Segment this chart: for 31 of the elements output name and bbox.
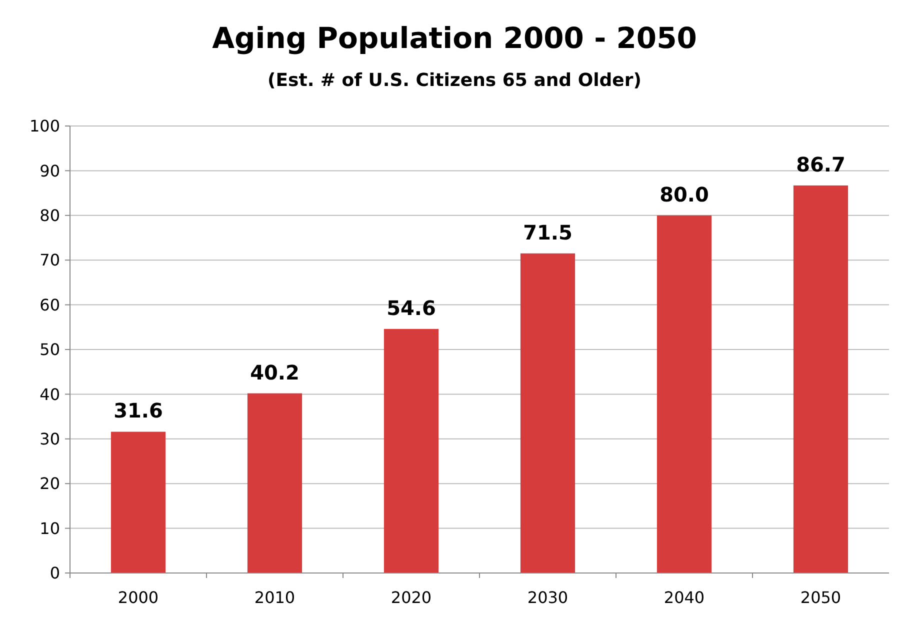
data-label: 86.7 xyxy=(796,152,846,176)
y-tick-label: 20 xyxy=(40,474,60,494)
x-tick-label: 2030 xyxy=(527,588,568,607)
x-tick-label: 2010 xyxy=(254,588,296,607)
y-tick-label: 50 xyxy=(40,340,60,360)
y-tick-label: 60 xyxy=(40,295,60,314)
x-tick-label: 2000 xyxy=(118,588,159,607)
data-label: 31.6 xyxy=(114,398,163,423)
data-label: 71.5 xyxy=(523,220,572,244)
bar xyxy=(656,215,712,573)
y-tick-label: 70 xyxy=(40,250,60,270)
bar xyxy=(520,253,576,573)
y-tick-label: 80 xyxy=(40,206,60,225)
chart-subtitle: (Est. # of U.S. Citizens 65 and Older) xyxy=(267,70,642,91)
y-tick-label: 10 xyxy=(40,518,60,538)
bar xyxy=(247,393,302,573)
x-tick-label: 2040 xyxy=(664,588,705,607)
bar xyxy=(384,328,439,573)
y-tick-label: 30 xyxy=(40,430,60,448)
x-tick-label: 2020 xyxy=(390,588,432,607)
y-tick-label: 0 xyxy=(50,564,60,583)
data-label: 54.6 xyxy=(386,296,436,320)
data-label: 80.0 xyxy=(660,182,709,206)
data-label: 40.2 xyxy=(250,360,300,384)
chart-title: Aging Population 2000 - 2050 xyxy=(212,21,697,55)
y-tick-label: 40 xyxy=(40,384,60,404)
x-tick-label: 2050 xyxy=(800,588,842,607)
bar xyxy=(793,185,848,573)
y-tick-label: 90 xyxy=(40,161,60,180)
bar xyxy=(110,432,166,573)
y-tick-label: 100 xyxy=(29,116,60,136)
